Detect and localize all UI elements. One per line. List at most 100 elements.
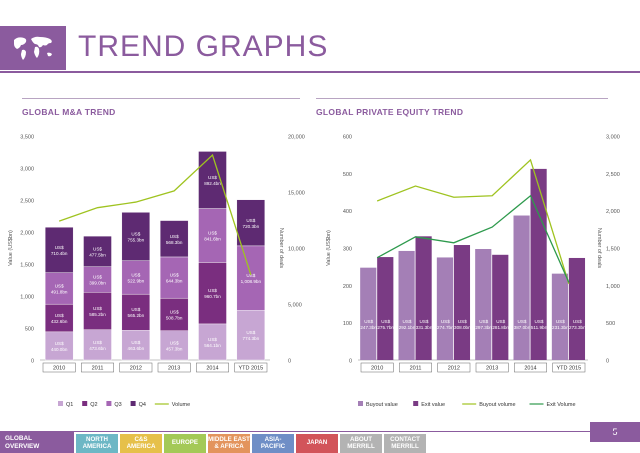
y-tick-label: 0 [349,359,352,365]
data-label: 292.1bn [399,325,416,330]
data-label: 331.3bn [416,325,433,330]
bar-segment-q4 [44,227,74,273]
x-tick-label: 2010 [53,366,65,372]
y2-tick-label: 10,000 [288,247,305,253]
bar-segment-q3 [198,208,227,263]
y2-tick-label: 20,000 [288,135,305,141]
y2-tick-label: 2,000 [606,209,620,215]
data-label: 308.0bn [454,325,471,330]
legend-label: Q4 [139,402,146,408]
data-label: US$ [170,340,179,345]
x-tick-label: 2012 [448,366,460,372]
bar-exit-value [415,236,432,360]
nav-contact-merrill[interactable]: CONTACT MERRILL [384,434,426,453]
x-tick-box [119,362,153,373]
x-tick-box [475,362,509,373]
bar-segment-q2 [121,293,151,331]
bar-buyout-value [360,267,377,360]
bar-segment-q4 [236,199,266,247]
data-label: US$ [170,273,179,278]
data-label: US$ [573,319,582,324]
data-label: US$ [131,272,140,277]
x-tick-label: 2013 [168,366,180,372]
bar-segment-q3 [159,256,189,299]
nav-middle-east-africa[interactable]: MIDDLE EAST & AFRICA [208,434,250,453]
nav-asia-pacific[interactable]: ASIA- PACIFIC [252,434,294,453]
bar-segment-q2 [83,292,112,330]
data-label: US$ [208,230,217,235]
bar-exit-value [453,245,471,360]
data-label: 720.3bn [243,224,260,229]
data-label: US$ [458,319,467,324]
data-label: US$ [208,175,217,180]
data-label: 755.3bn [128,238,145,243]
data-label: US$ [170,309,179,314]
bar-segment-q2 [44,303,74,333]
data-label: US$ [55,283,64,288]
data-label: 508.7bn [166,315,183,320]
legend-swatch [82,401,88,406]
data-label: US$ [420,319,429,324]
volume-line [58,153,252,276]
bar-exit-value [492,254,509,360]
bar-segment-q1 [236,310,266,361]
data-label: 564.1bn [204,343,221,348]
y-tick-label: 500 [343,172,352,178]
nav-japan[interactable]: JAPAN [296,434,338,453]
bar-buyout-value [475,249,492,360]
legend-swatch [413,401,419,406]
bar-segment-q4 [121,212,151,261]
data-label: 522.9bn [128,278,145,283]
bar-segment-q4 [159,220,189,258]
nav-label-line: JAPAN [306,439,328,447]
data-label: US$ [246,273,255,278]
data-label: US$ [479,319,488,324]
ma-section-divider [22,98,300,99]
data-label: 274.7bn [437,325,454,330]
data-label: US$ [170,234,179,239]
x-tick-box [437,362,471,373]
nav-global-overview[interactable]: GLOBAL OVERVIEW [0,432,74,453]
nav-europe[interactable]: EUROPE [164,434,206,453]
bar-buyout-value [551,273,569,360]
bar-segment-q4 [198,151,227,209]
data-label: 387.0bn [514,325,531,330]
data-label: US$ [131,307,140,312]
y-tick-label: 400 [343,209,352,215]
data-label: 273.3bn [569,325,586,330]
data-label: 275.7bn [377,325,394,330]
bar-segment-q4 [83,235,112,267]
y-tick-label: 1,500 [20,263,34,269]
data-label: US$ [93,340,102,345]
nav-about-merrill[interactable]: ABOUT MERRILL [340,434,382,453]
data-label: US$ [208,337,217,342]
y-axis-label: Value (US$bn) [326,230,332,266]
bar-segment-q1 [198,323,227,361]
bar-segment-q3 [236,245,266,311]
nav-label-line: MERRILL [391,442,419,450]
x-tick-box [81,362,114,373]
data-label: US$ [93,306,102,311]
y2-tick-label: 3,000 [606,135,620,141]
nav-c-s-america[interactable]: C&S AMERICA [120,434,162,453]
data-label: 432.6bn [51,319,68,324]
legend-label: Q1 [66,402,73,408]
data-label: 841.6bn [204,236,221,241]
data-label: US$ [381,319,390,324]
data-label: US$ [246,330,255,335]
legend-label: Volume [172,402,190,408]
data-label: 247.3bn [360,325,377,330]
nav-label-line: AMERICA [82,442,112,450]
data-label: US$ [208,288,217,293]
data-label: 491.8bn [51,289,68,294]
y-tick-label: 500 [25,327,34,333]
data-label: 473.6bn [89,346,106,351]
bar-segment-q3 [83,266,112,293]
header: TREND GRAPHS [0,26,640,76]
nav-north-america[interactable]: NORTH AMERICA [76,434,118,453]
nav-label-line: NORTH [86,436,108,443]
nav-label-line: MERRILL [347,442,375,450]
pe-chart-title: GLOBAL PRIVATE EQUITY TREND [316,107,464,117]
x-tick-box [552,362,586,373]
x-tick-box [514,362,547,373]
